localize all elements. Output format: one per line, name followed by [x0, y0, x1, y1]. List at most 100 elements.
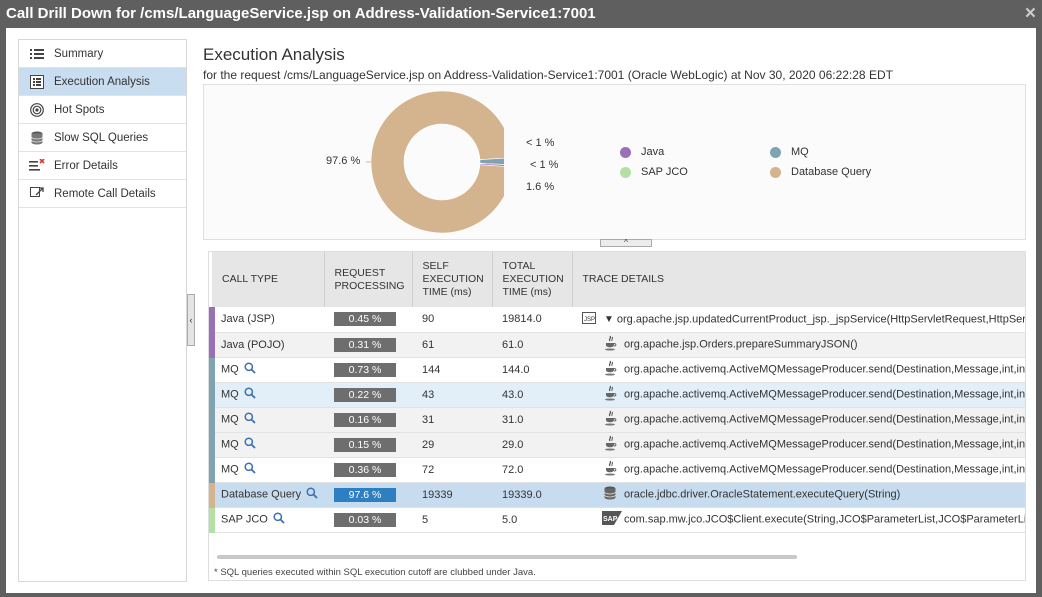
cell-call-type: Java (JSP): [209, 307, 324, 333]
sidebar-item-label: Slow SQL Queries: [54, 131, 149, 144]
trace-method[interactable]: com.sap.mw.jco.JCO$Client.execute(String…: [624, 513, 1026, 526]
cell-total-time: 43.0: [492, 382, 572, 408]
sidebar-item-summary[interactable]: Summary: [19, 40, 186, 68]
trace-method[interactable]: oracle.jdbc.driver.OracleStatement.execu…: [624, 488, 901, 501]
legend-item-mq[interactable]: MQ: [770, 146, 809, 158]
legend-dot: [620, 146, 631, 158]
legend-dot: [770, 146, 781, 158]
cell-request-processing: 0.31 %: [324, 332, 412, 358]
execution-analysis-icon: [28, 74, 45, 90]
percent-bar: 0.31 %: [334, 337, 396, 352]
trace-method[interactable]: org.apache.activemq.ActiveMQMessageProdu…: [624, 413, 1026, 426]
table-row[interactable]: Java (POJO) 0.31 % 61 61.0 org.apache.jsp.Or…: [209, 332, 1025, 358]
trace-method[interactable]: org.apache.jsp.Orders.prepareSummaryJSON…: [624, 338, 858, 351]
table-row[interactable]: SAP JCO 0.03 % 5 5.0 SAP com.sap.mw.jco.JCO$C…: [209, 507, 1026, 533]
sidebar-item-label: Remote Call Details: [54, 187, 156, 200]
table-row[interactable]: MQ 0.16 % 31 31.0 org.apache.activemq.Active…: [209, 407, 1026, 433]
cell-request-processing: 0.15 %: [324, 432, 412, 458]
percent-bar: 0.03 %: [334, 512, 396, 527]
trace-method[interactable]: org.apache.activemq.ActiveMQMessageProdu…: [624, 363, 1026, 376]
table-row[interactable]: MQ 0.73 % 144 144.0 org.apache.activemq.Acti…: [209, 357, 1026, 383]
sidebar-item-slow-sql-queries[interactable]: Slow SQL Queries: [19, 124, 186, 152]
search-icon[interactable]: [244, 437, 256, 452]
search-icon[interactable]: [273, 512, 285, 527]
cell-call-type: MQ: [209, 357, 324, 383]
sidebar-item-error-details[interactable]: Error Details: [19, 152, 186, 180]
cell-trace-details: org.apache.activemq.ActiveMQMessageProdu…: [572, 457, 1026, 483]
table-row[interactable]: MQ 0.36 % 72 72.0 org.apache.activemq.Active…: [209, 457, 1026, 483]
java-icon: [602, 410, 618, 429]
table-row[interactable]: Database Query 97.6 % 19339 19339.0 oracle.j…: [209, 482, 1025, 508]
search-icon[interactable]: [244, 387, 256, 402]
table-row[interactable]: MQ 0.22 % 43 43.0 org.apache.activemq.Active…: [209, 382, 1026, 408]
sap-icon: SAP: [602, 511, 622, 528]
db-icon: [602, 486, 618, 503]
column-header-total-time[interactable]: TOTAL EXECUTION TIME (ms): [492, 252, 573, 307]
sidebar-item-execution-analysis[interactable]: Execution Analysis: [19, 68, 186, 96]
close-icon[interactable]: ×: [1024, 3, 1036, 24]
table-row[interactable]: Java (JSP) 0.45 % 90 19814.0 JSP ▼ org.apache.…: [209, 307, 1026, 333]
java-icon: [602, 360, 618, 379]
cell-trace-details: oracle.jdbc.driver.OracleStatement.execu…: [572, 482, 1025, 508]
sidebar: Summary Execution Analysis Hot Spots Slo…: [18, 39, 187, 582]
chevron-down-icon[interactable]: ▼: [604, 314, 614, 326]
column-header-self-time[interactable]: SELF EXECUTION TIME (ms): [412, 252, 493, 307]
cell-trace-details: org.apache.activemq.ActiveMQMessageProdu…: [572, 432, 1026, 458]
cell-self-time: 144: [412, 357, 492, 383]
percent-bar: 0.73 %: [334, 362, 396, 377]
page-subtitle: for the request /cms/LanguageService.jsp…: [203, 68, 893, 82]
slice-label-mq: 1.6 %: [526, 181, 555, 193]
horizontal-scrollbar[interactable]: [217, 555, 797, 559]
cell-request-processing: 0.36 %: [324, 457, 412, 483]
sidebar-item-hot-spots[interactable]: Hot Spots: [19, 96, 186, 124]
cell-call-type: SAP JCO: [209, 507, 324, 533]
search-icon[interactable]: [306, 487, 318, 502]
call-table-container: CALL TYPE REQUEST PROCESSING SELF EXECUT…: [208, 251, 1026, 581]
slice-java[interactable]: [479, 163, 504, 167]
legend-label: Database Query: [791, 166, 872, 178]
trace-method[interactable]: org.apache.activemq.ActiveMQMessageProdu…: [624, 388, 1026, 401]
column-header-request-processing[interactable]: REQUEST PROCESSING: [324, 252, 413, 307]
cell-total-time: 29.0: [492, 432, 572, 458]
java-icon: [602, 385, 618, 404]
call-type-label: MQ: [221, 463, 239, 476]
remote-call-icon: [28, 186, 45, 202]
cell-request-processing: 0.16 %: [324, 407, 412, 433]
donut-chart: [366, 90, 504, 234]
trace-method[interactable]: org.apache.activemq.ActiveMQMessageProdu…: [624, 438, 1026, 451]
cell-trace-details: org.apache.jsp.Orders.prepareSummaryJSON…: [572, 332, 1025, 358]
java-icon: [602, 335, 618, 354]
chart-toggle-button[interactable]: ^: [600, 239, 652, 247]
cell-call-type: MQ: [209, 457, 324, 483]
percent-bar: 0.15 %: [334, 437, 396, 452]
call-table: CALL TYPE REQUEST PROCESSING SELF EXECUT…: [209, 252, 1026, 533]
search-icon[interactable]: [244, 462, 256, 477]
legend-item-java[interactable]: Java: [620, 146, 664, 158]
legend-item-sap-jco[interactable]: SAP JCO: [620, 166, 688, 178]
trace-method[interactable]: org.apache.activemq.ActiveMQMessageProdu…: [624, 463, 1026, 476]
cell-total-time: 31.0: [492, 407, 572, 433]
jsp-icon: JSP: [582, 311, 598, 328]
cell-request-processing: 0.22 %: [324, 382, 412, 408]
window-title: Call Drill Down for /cms/LanguageService…: [6, 5, 596, 22]
cell-total-time: 61.0: [492, 332, 572, 358]
column-header-call-type[interactable]: CALL TYPE: [212, 252, 325, 307]
column-header-trace-details[interactable]: TRACE DETAILS: [572, 252, 1025, 307]
sidebar-item-remote-call-details[interactable]: Remote Call Details: [19, 180, 186, 208]
java-icon: [602, 460, 618, 479]
trace-method[interactable]: org.apache.jsp.updatedCurrentProduct_jsp…: [616, 313, 1026, 326]
search-icon[interactable]: [244, 412, 256, 427]
cell-self-time: 61: [412, 332, 492, 358]
target-icon: [28, 102, 45, 118]
slice-label-java: < 1 %: [526, 137, 555, 149]
table-row[interactable]: MQ 0.15 % 29 29.0 org.apache.activemq.Active…: [209, 432, 1026, 458]
cell-call-type: MQ: [209, 382, 324, 408]
slice-database-query[interactable]: [370, 90, 504, 234]
sidebar-item-label: Error Details: [54, 159, 118, 172]
legend-item-database-query[interactable]: Database Query: [770, 166, 871, 178]
search-icon[interactable]: [244, 362, 256, 377]
sidebar-collapse-handle[interactable]: ‹: [187, 294, 195, 346]
call-type-label: MQ: [221, 413, 239, 426]
cell-call-type: MQ: [209, 407, 324, 433]
window-titlebar: Call Drill Down for /cms/LanguageService…: [0, 0, 1042, 28]
